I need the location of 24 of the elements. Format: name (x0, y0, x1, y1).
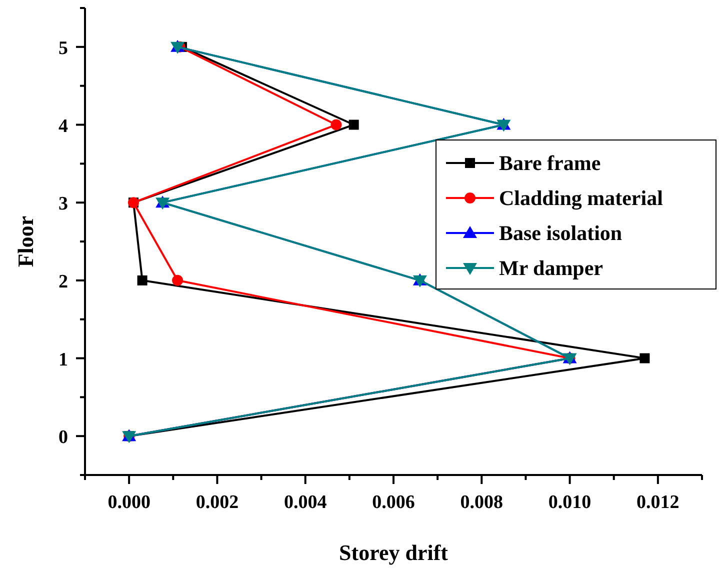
y-tick-label: 5 (58, 38, 68, 59)
legend-label: Cladding material (499, 186, 664, 210)
y-axis-title: Floor (13, 216, 38, 268)
x-tick-label: 0.002 (196, 492, 239, 513)
point (640, 353, 650, 364)
y-tick-label: 2 (58, 271, 68, 292)
point (137, 275, 148, 286)
x-tick-label: 0.004 (284, 492, 328, 513)
x-tick-label: 0.008 (460, 492, 504, 513)
x-tick-label: 0.000 (108, 492, 150, 513)
legend-label: Base isolation (499, 221, 622, 245)
x-tick-label: 0.012 (636, 492, 680, 513)
x-tick-label: 0.006 (372, 492, 415, 513)
legend-label: Bare frame (499, 151, 601, 175)
y-tick-label: 4 (58, 116, 68, 137)
point (172, 274, 184, 286)
point (348, 120, 359, 130)
x-tick-label: 0.010 (548, 492, 592, 513)
y-tick-label: 0 (58, 427, 68, 448)
y-tick-label: 3 (58, 194, 68, 215)
x-axis-title: Storey drift (339, 540, 449, 565)
legend-label: Mr damper (499, 256, 604, 280)
point (330, 119, 342, 130)
y-tick-label: 1 (58, 349, 68, 370)
